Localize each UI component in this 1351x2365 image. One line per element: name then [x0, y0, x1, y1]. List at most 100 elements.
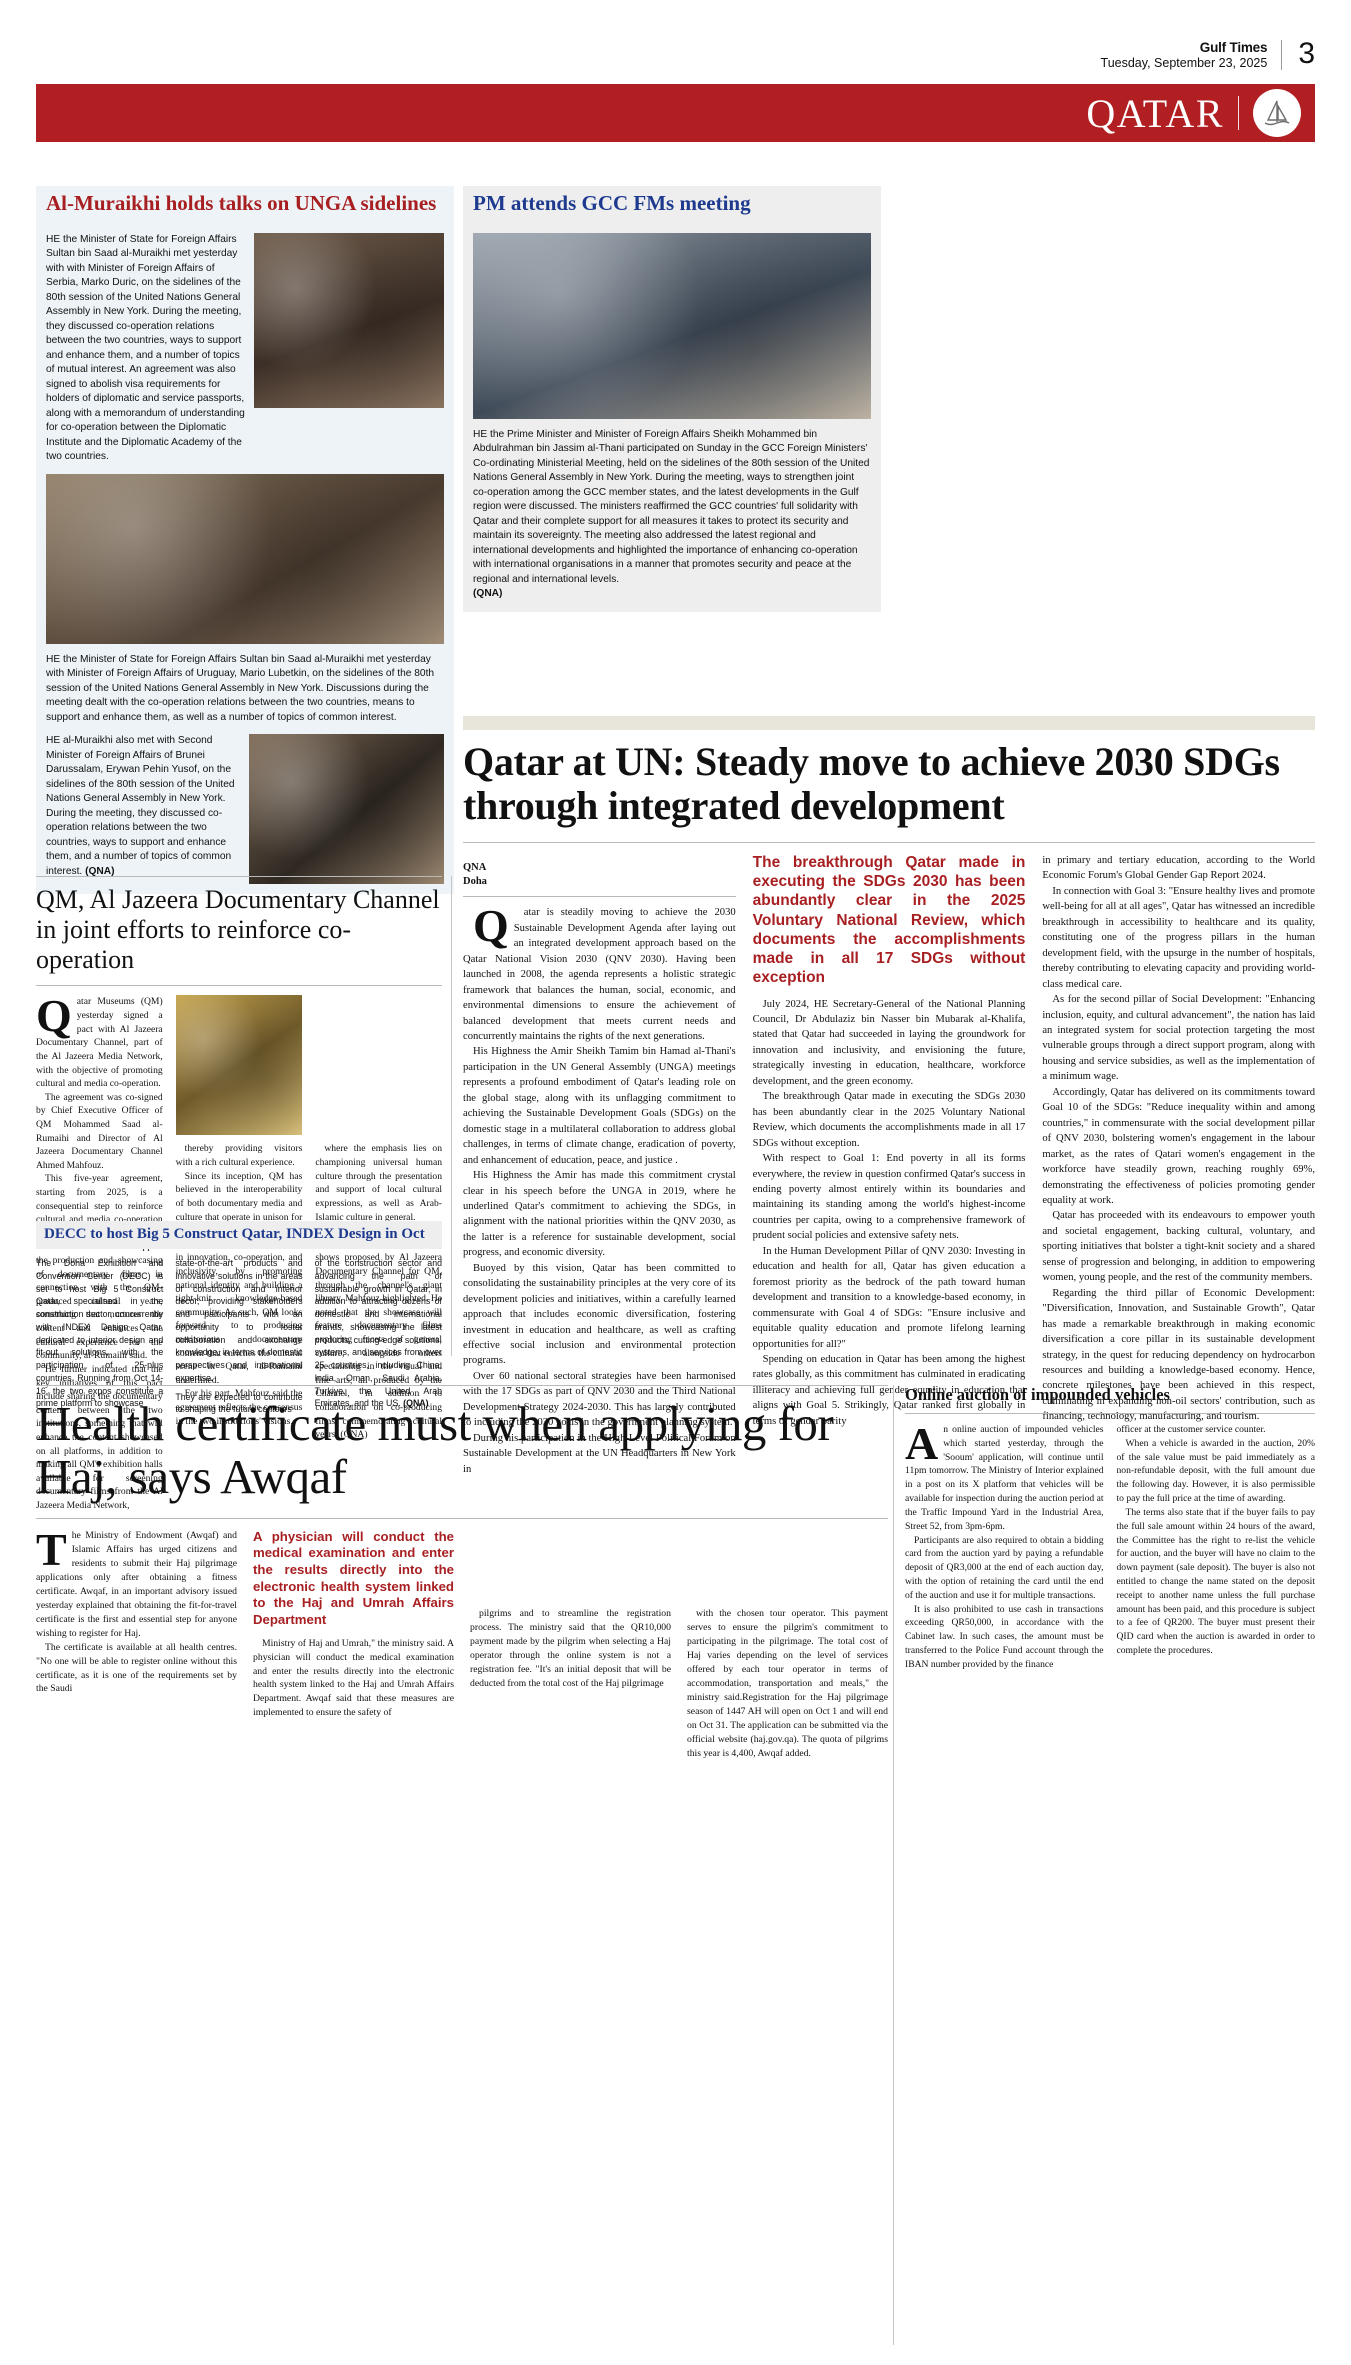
qatar-un-p14: As for the second pillar of Social Devel… [1042, 994, 1316, 1083]
qm-headline: QM, Al Jazeera Documentary Channel in jo… [36, 885, 440, 975]
section-banner-inner: QATAR [1086, 84, 1301, 142]
muraikhi-row-3: HE al-Muraikhi also met with Second Mini… [46, 734, 444, 885]
auction-p2: Participants are also required to obtain… [905, 1534, 1104, 1601]
byline-agency: QNA [463, 862, 487, 873]
qatar-un-p16: Qatar has proceeded with its endeavours … [1042, 1210, 1316, 1284]
muraikhi-row-2: HE the Minister of State for Foreign Aff… [46, 653, 444, 725]
page-number: 3 [1298, 37, 1315, 70]
auction-col-1: An online auction of impounded vehicles … [905, 1418, 1104, 1672]
haj-p3: Ministry of Haj and Umrah," the ministry… [253, 1637, 454, 1719]
masthead: Gulf Times Tuesday, September 23, 2025 3 [36, 37, 1315, 88]
haj-col4-spacer [687, 1529, 888, 1607]
auction-rule [905, 1413, 1315, 1414]
pm-gcc-credit: (QNA) [473, 588, 503, 600]
qatar-un-byline-rule [463, 896, 736, 898]
qm-columns: Qatar Museums (QM) yesterday signed a pa… [36, 990, 443, 1512]
qatar-un-columns: QNA Doha Qatar is steadily moving to ach… [463, 853, 1315, 1477]
qatar-un-col-2: The breakthrough Qatar made in executing… [753, 853, 1026, 1477]
qm-col3-spacer [315, 995, 442, 1142]
qatar-un-p7: July 2024, HE Secretary-General of the N… [752, 998, 1026, 1087]
decc-headline: DECC to host Big 5 Construct Qatar, INDE… [36, 1221, 442, 1249]
muraikhi-serbia-photo [254, 233, 444, 408]
decc-columns: The Doha Exhibition and Convention Cente… [36, 1257, 442, 1416]
article-decc: DECC to host Big 5 Construct Qatar, INDE… [36, 1221, 442, 1416]
haj-col-3: pilgrims and to streamline the registrat… [470, 1529, 671, 1761]
qatar-un-p2: His Highness the Amir Sheikh Tamim bin H… [463, 1046, 736, 1166]
muraikhi-brunei-credit: (QNA) [85, 865, 115, 877]
decc-col2-p1: state-of-the-art products and innovative… [175, 1258, 303, 1383]
muraikhi-uruguay-photo [46, 473, 444, 644]
article-auction: Online auction of impounded vehicles An … [905, 1385, 1315, 1672]
pm-gcc-caption-text: HE the Prime Minister and Minister of Fo… [473, 429, 870, 585]
haj-p1: The Ministry of Endowment (Awqaf) and Is… [36, 1523, 237, 1639]
auction-columns: An online auction of impounded vehicles … [905, 1418, 1316, 1672]
haj-p2: The certificate is available at all heal… [36, 1641, 237, 1695]
qatar-un-p17: Regarding the third pillar of Economic D… [1042, 1287, 1316, 1423]
qatar-un-headline: Qatar at UN: Steady move to achieve 2030… [463, 739, 1280, 828]
decc-col2-p2: They are expected to contribute to shapi… [175, 1391, 303, 1415]
qatar-un-rule [463, 842, 1315, 843]
decc-col-1: The Doha Exhibition and Convention Cente… [36, 1258, 164, 1409]
pm-gcc-photo [473, 233, 871, 419]
decc-credit: (QNA) [403, 1398, 429, 1409]
dhow-boat-icon [1253, 89, 1301, 137]
qm-p1: Qatar Museums (QM) yesterday signed a pa… [36, 990, 163, 1090]
muraikhi-headline: Al-Muraikhi holds talks on UNGA sideline… [36, 186, 454, 223]
qm-p4: He further indicated that the key initia… [36, 1363, 163, 1512]
haj-rule-top [36, 1385, 888, 1386]
qatar-un-p13: In connection with Goal 3: "Ensure healt… [1042, 885, 1316, 990]
article-qm-aljazeera: QM, Al Jazeera Documentary Channel in jo… [36, 876, 442, 1513]
issue-date: Tuesday, September 23, 2025 [1100, 55, 1268, 70]
auction-p6: The terms also state that if the buyer f… [1116, 1506, 1316, 1656]
paper-title: Gulf Times [1199, 40, 1268, 55]
qm-p2: The agreement was co-signed by Chief Exe… [36, 1091, 163, 1171]
muraikhi-row-1: HE the Minister of State for Foreign Aff… [46, 233, 444, 465]
masthead-text: Gulf Times Tuesday, September 23, 2025 [1101, 40, 1283, 70]
column-divider-right [893, 1385, 894, 2345]
qatar-un-col-1: QNA Doha Qatar is steadily moving to ach… [463, 853, 736, 1477]
decc-col-3: of the construction sector and advancing… [315, 1257, 442, 1416]
haj-p4: pilgrims and to streamline the registrat… [470, 1607, 671, 1689]
auction-p5: When a vehicle is awarded in the auction… [1116, 1437, 1316, 1505]
haj-p5: with the chosen tour operator. This paym… [687, 1607, 888, 1759]
qm-p8: where the emphasis lies on championing u… [315, 1143, 443, 1223]
qatar-un-p10: In the Human Development Pillar of QNV 2… [752, 1245, 1026, 1350]
qatar-un-byline: QNA Doha [463, 861, 736, 889]
auction-col-2: officer at the customer service counter.… [1117, 1423, 1316, 1672]
pm-gcc-caption: HE the Prime Minister and Minister of Fo… [473, 428, 871, 602]
section-banner: QATAR [36, 84, 1315, 142]
haj-col-2: A physician will conduct the medical exa… [253, 1529, 454, 1761]
article-qatar-un: Qatar at UN: Steady move to achieve 2030… [463, 716, 1315, 1477]
qatar-un-p8: The breakthrough Qatar made in executing… [752, 1091, 1026, 1149]
banner-divider [1238, 96, 1239, 130]
column-divider-mid [451, 876, 452, 1356]
muraikhi-caption-brunei-text: HE al-Muraikhi also met with Second Mini… [46, 735, 235, 877]
haj-pullquote: A physician will conduct the medical exa… [253, 1528, 454, 1627]
qm-rule [36, 985, 442, 987]
masthead-right: Gulf Times Tuesday, September 23, 2025 3 [1101, 37, 1315, 70]
section-title: QATAR [1086, 90, 1224, 136]
qatar-un-p5: Over 60 national sectoral strategies hav… [463, 1370, 736, 1429]
muraikhi-brunei-photo [249, 734, 444, 885]
qatar-un-strip [463, 716, 1315, 730]
qatar-un-p15: Accordingly, Qatar has delivered on its … [1042, 1086, 1316, 1206]
muraikhi-body: HE the Minister of State for Foreign Aff… [36, 223, 454, 895]
qatar-un-p9: With respect to Goal 1: End poverty in a… [752, 1153, 1026, 1242]
qatar-un-p4: Buoyed by this vision, Qatar has been co… [463, 1262, 736, 1367]
qatar-un-pullquote: The breakthrough Qatar made in executing… [752, 854, 1026, 987]
qm-p3: This five-year agreement, starting from … [36, 1173, 163, 1362]
byline-city: Doha [463, 876, 487, 888]
haj-rule [36, 1517, 888, 1519]
qatar-un-col-3: in primary and tertiary education, accor… [1042, 853, 1315, 1477]
qm-col-1: Qatar Museums (QM) yesterday signed a pa… [36, 990, 163, 1512]
qatar-un-p3: His Highness the Amir has made this comm… [463, 1170, 736, 1259]
haj-col3-spacer [470, 1529, 671, 1607]
haj-headline: Health certificate must when applying fo… [36, 1396, 834, 1504]
qatar-un-p1: Qatar is steadily moving to achieve the … [463, 900, 736, 1042]
auction-p3: It is also prohibited to use cash in tra… [905, 1603, 1104, 1670]
article-muraikhi: Al-Muraikhi holds talks on UNGA sideline… [36, 186, 454, 895]
article-pm-gcc: PM attends GCC FMs meeting HE the Prime … [463, 186, 881, 612]
auction-p1: An online auction of impounded vehicles … [905, 1418, 1104, 1532]
haj-columns: The Ministry of Endowment (Awqaf) and Is… [36, 1523, 888, 1761]
qm-p7: For his part, Mahfouz said the agreement… [175, 1388, 303, 1427]
